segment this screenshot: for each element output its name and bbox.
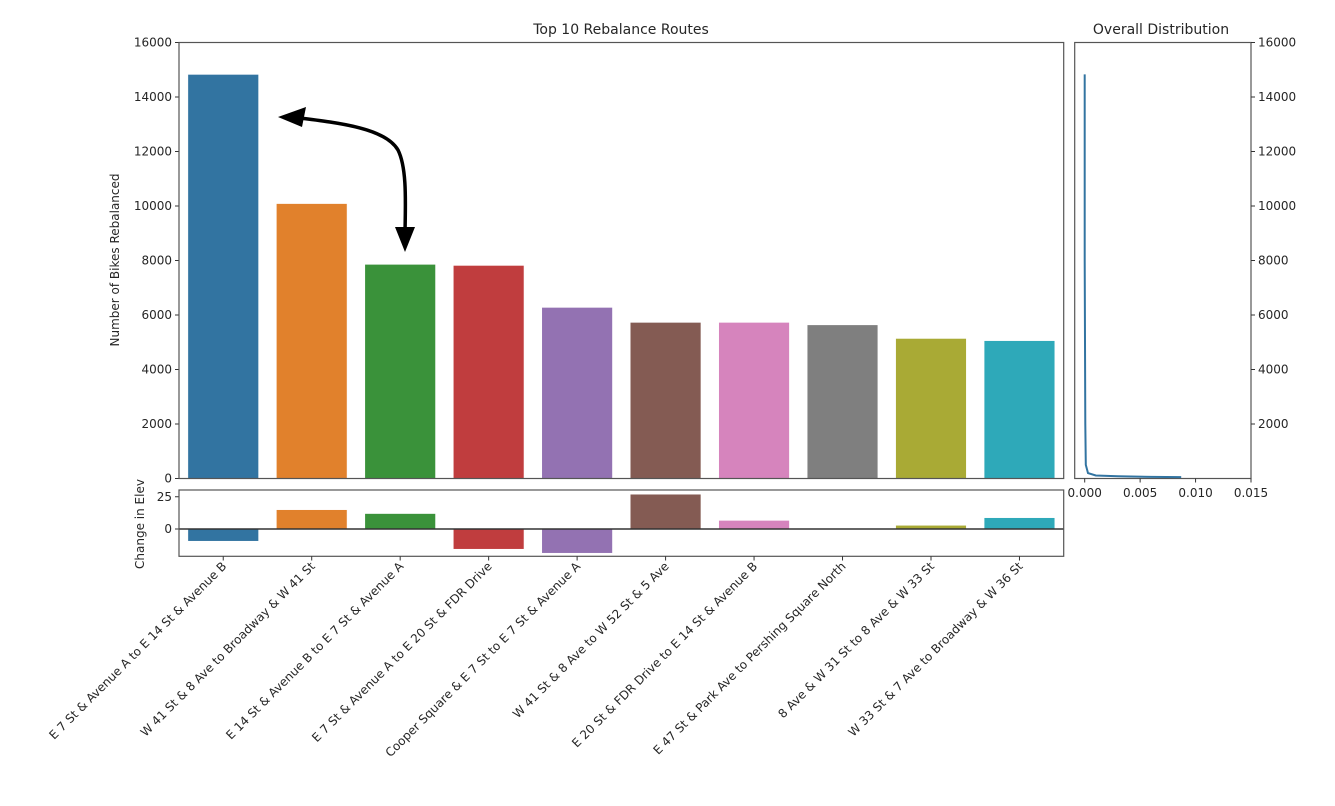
- bar-1: [187, 74, 259, 479]
- y-tick-label: 25: [157, 490, 172, 504]
- arrow-head-down-icon: [395, 227, 415, 252]
- main-y-axis-label: Number of Bikes Rebalanced: [108, 174, 122, 347]
- bar-6: [629, 322, 702, 479]
- y-tick-label: 12000: [1258, 145, 1296, 159]
- distribution-kde-line: [1083, 74, 1182, 479]
- bar-8: [806, 324, 879, 479]
- x-tick-label: W 41 St & 8 Ave to Broadway & W 41 St: [138, 559, 318, 739]
- y-tick-label: 14000: [1258, 90, 1296, 104]
- elevation-bar-7: [718, 520, 790, 530]
- y-tick-label: 8000: [1258, 254, 1289, 268]
- y-tick-label: 0: [164, 472, 172, 486]
- y-tick-label: 8000: [141, 254, 172, 268]
- x-tick-label: 8 Ave & W 31 St to 8 Ave & W 33 St: [775, 559, 937, 721]
- distribution-y-axis: 2000 4000 6000 8000 10000 12000 14000 16000: [1251, 36, 1296, 431]
- elevation-y-axis-label: Change in Elev: [133, 479, 147, 569]
- x-tick-label: 0.015: [1234, 486, 1268, 500]
- y-tick-label: 4000: [141, 363, 172, 377]
- main-y-axis: 0 2000 4000 6000 8000 10000 12000 14000 16000: [134, 36, 179, 486]
- x-tick-label: W 41 St & 8 Ave to W 52 St & 5 Ave: [510, 559, 672, 721]
- y-tick-label: 12000: [134, 145, 172, 159]
- x-tick-label: 0.000: [1068, 486, 1102, 500]
- distribution-chart: Overall Distribution 2000 4000 6000 8000 100…: [1068, 22, 1297, 500]
- y-tick-label: 16000: [1258, 36, 1296, 50]
- bar-9: [895, 338, 967, 479]
- x-tick-label: E 47 St & Park Ave to Pershing Square No…: [651, 559, 849, 757]
- elevation-bar-10: [983, 517, 1056, 530]
- x-tick-label: 0.005: [1123, 486, 1157, 500]
- x-tick-label: Cooper Square & E 7 St to E 7 St & Avenu…: [383, 559, 584, 760]
- elevation-bar-5: [541, 528, 613, 554]
- x-tick-label: W 33 St & 7 Ave to Broadway & W 36 St: [845, 559, 1025, 739]
- bar-7: [718, 322, 790, 479]
- curved-arrow-line: [291, 115, 408, 239]
- x-tick-label: E 20 St & FDR Drive to E 14 St & Avenue …: [569, 559, 760, 750]
- y-tick-label: 14000: [134, 90, 172, 104]
- y-tick-label: 6000: [1258, 308, 1289, 322]
- elevation-bars: [187, 493, 1056, 554]
- arrow-head-left-icon: [278, 107, 306, 127]
- main-bars: [187, 74, 1056, 479]
- x-axis-tick-labels: E 7 St & Avenue A to E 14 St & Avenue BW…: [46, 556, 1026, 760]
- x-tick-label: E 7 St & Avenue A to E 20 St & FDR Drive: [309, 559, 495, 745]
- distribution-title: Overall Distribution: [1093, 22, 1229, 38]
- bar-10: [983, 340, 1056, 479]
- y-tick-label: 10000: [134, 199, 172, 213]
- bar-2: [276, 203, 348, 479]
- double-arrow-annotation: [278, 107, 415, 252]
- elevation-bar-3: [364, 513, 436, 530]
- bar-5: [541, 307, 613, 479]
- y-tick-label: 10000: [1258, 199, 1296, 213]
- bar-4: [452, 265, 525, 479]
- y-tick-label: 4000: [1258, 363, 1289, 377]
- bar-3: [364, 264, 436, 479]
- elevation-bar-2: [276, 509, 348, 530]
- y-tick-label: 16000: [134, 36, 172, 50]
- main-bar-chart: Top 10 Rebalance Routes 0 2000 4000 6000 800…: [108, 22, 1065, 486]
- distribution-axes-frame: [1074, 41, 1252, 480]
- elevation-bar-4: [452, 528, 525, 550]
- x-tick-label: E 14 St & Avenue B to E 7 St & Avenue A: [223, 559, 407, 743]
- main-axes-frame: [178, 41, 1065, 480]
- y-tick-label: 2000: [141, 417, 172, 431]
- elevation-axes-frame: [178, 489, 1065, 557]
- elevation-bar-1: [187, 528, 259, 542]
- elevation-bar-6: [629, 493, 702, 530]
- elevation-y-axis: 0 25: [157, 490, 179, 536]
- y-tick-label: 2000: [1258, 417, 1289, 431]
- distribution-x-axis: 0.000 0.005 0.010 0.015: [1068, 478, 1268, 500]
- y-tick-label: 0: [164, 522, 172, 536]
- y-tick-label: 6000: [141, 308, 172, 322]
- elevation-bar-chart: 0 25 Change in Elev E 7 St & Avenue A to …: [46, 479, 1065, 760]
- x-tick-label: E 7 St & Avenue A to E 14 St & Avenue B: [46, 559, 229, 742]
- main-chart-title: Top 10 Rebalance Routes: [532, 22, 709, 38]
- x-tick-label: 0.010: [1178, 486, 1212, 500]
